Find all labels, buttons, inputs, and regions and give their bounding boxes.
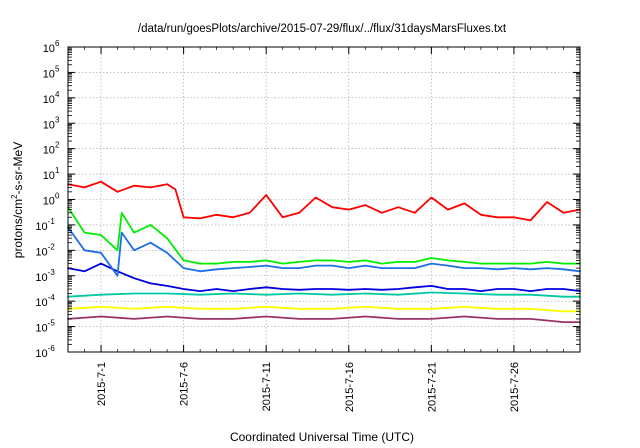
y-tick-base: 10 [43, 94, 55, 106]
y-tick-base: 10 [43, 145, 55, 157]
y-tick-exponent: -3 [48, 268, 56, 277]
y-tick-base: 10 [35, 272, 47, 284]
y-tick-label: 10-6 [35, 344, 55, 360]
y-tick-label: 103 [43, 115, 60, 131]
x-tick-label: 2015-7-11 [261, 362, 273, 411]
y-tick-label: 10-4 [35, 293, 55, 309]
chart-title: /data/run/goesPlots/archive/2015-07-29/f… [138, 23, 507, 35]
y-tick-exponent: -5 [48, 319, 56, 328]
y-tick-base: 10 [35, 221, 47, 233]
series-line-2 [67, 206, 581, 265]
y-tick-base: 10 [35, 297, 47, 309]
y-tick-label: 10-5 [35, 319, 55, 335]
x-axis: 2015-7-1 2015-7-6 2015-7-11 2015-7-16 2015-7… [67, 47, 581, 412]
y-axis-label-sup: 2 [10, 194, 19, 199]
x-tick-label: 2015-7-1 [96, 362, 108, 406]
y-tick-label: 102 [43, 141, 60, 157]
y-tick-base: 10 [35, 323, 47, 335]
series-line-3 [67, 226, 581, 277]
y-tick-base: 10 [43, 119, 55, 131]
y-tick-exponent: -4 [48, 293, 56, 302]
y-tick-label: 100 [43, 192, 60, 208]
y-tick-base: 10 [43, 196, 55, 208]
y-tick-exponent: 1 [55, 166, 60, 175]
y-tick-label: 10-3 [35, 268, 55, 284]
y-axis-label: protons/cm2-s-sr-MeV [10, 142, 25, 258]
y-tick-base: 10 [43, 170, 55, 182]
y-tick-exponent: -6 [48, 344, 56, 353]
y-tick-base: 10 [35, 348, 47, 360]
y-tick-exponent: 3 [55, 115, 60, 124]
series-layer [67, 180, 581, 323]
y-tick-exponent: 6 [55, 39, 60, 48]
y-tick-label: 104 [43, 90, 60, 106]
x-tick-label: 2015-7-21 [426, 362, 438, 412]
x-axis-label: Coordinated Universal Time (UTC) [230, 430, 414, 444]
y-tick-label: 101 [43, 166, 60, 182]
y-axis-label-rest: -s-sr-MeV [11, 142, 25, 195]
y-tick-exponent: -2 [48, 242, 56, 251]
y-tick-label: 10-2 [35, 242, 55, 258]
x-tick-label: 2015-7-6 [179, 362, 191, 406]
y-tick-label: 10-1 [35, 217, 55, 233]
y-tick-exponent: 4 [55, 90, 60, 99]
y-axis: 10-610-510-410-310-210-11001011021031041… [35, 39, 580, 360]
y-tick-exponent: 5 [55, 64, 60, 73]
series-line-5 [67, 291, 581, 298]
y-tick-label: 106 [43, 39, 60, 55]
y-tick-exponent: 0 [55, 192, 60, 201]
x-tick-label: 2015-7-16 [344, 362, 356, 412]
y-axis-label-base: protons/cm [11, 199, 25, 258]
series-line-7 [67, 315, 581, 323]
y-tick-label: 105 [43, 64, 60, 80]
y-tick-exponent: -1 [48, 217, 56, 226]
x-tick-label: 2015-7-26 [509, 362, 521, 412]
y-tick-base: 10 [35, 246, 47, 258]
series-line-1 [67, 180, 581, 222]
y-tick-base: 10 [43, 68, 55, 80]
series-line-4 [67, 262, 581, 292]
y-tick-base: 10 [43, 43, 55, 55]
series-line-6 [67, 305, 581, 313]
y-tick-exponent: 2 [55, 141, 60, 150]
grid [68, 47, 580, 352]
